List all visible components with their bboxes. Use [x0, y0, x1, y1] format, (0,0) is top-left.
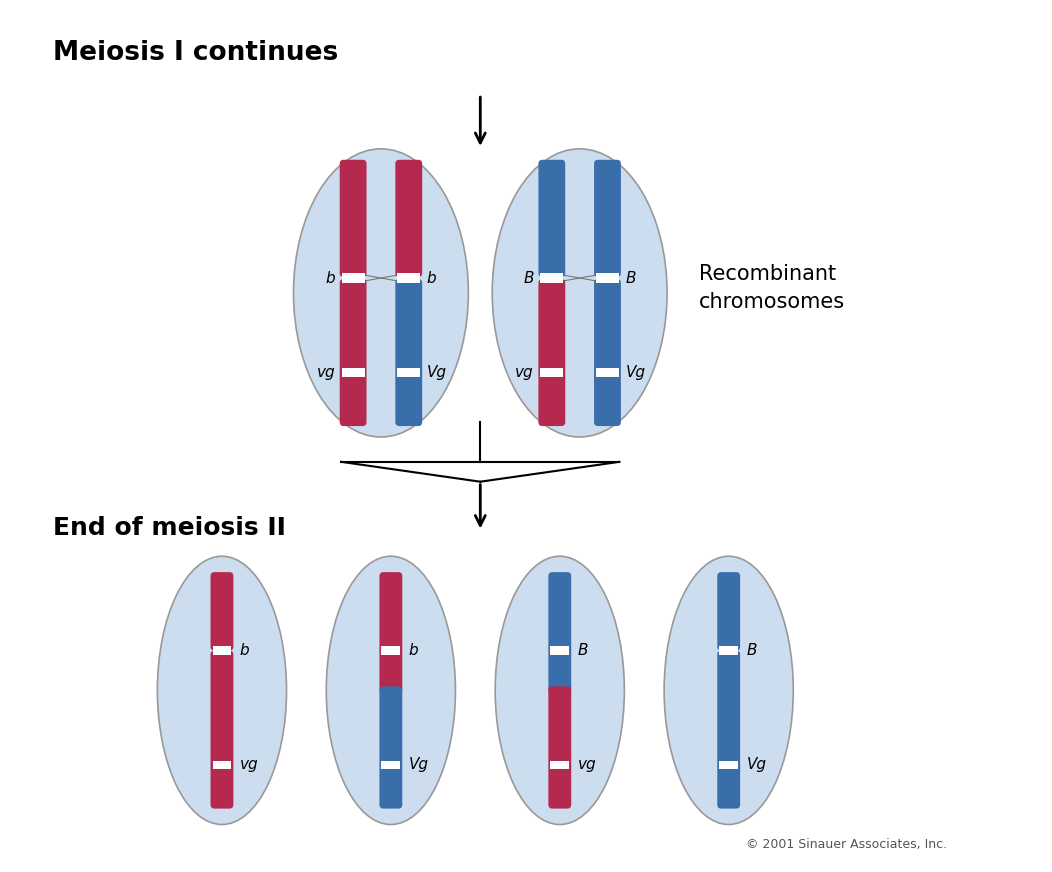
Text: B: B — [747, 644, 757, 658]
Text: Vg: Vg — [409, 758, 429, 773]
Bar — [550, 646, 569, 655]
Bar — [550, 761, 569, 769]
Bar — [720, 761, 739, 769]
FancyBboxPatch shape — [539, 160, 565, 277]
FancyBboxPatch shape — [539, 279, 565, 426]
FancyBboxPatch shape — [548, 572, 571, 694]
Text: B: B — [524, 270, 534, 285]
Ellipse shape — [664, 556, 793, 825]
FancyBboxPatch shape — [340, 160, 366, 277]
Text: vg: vg — [240, 758, 259, 773]
Text: Vg: Vg — [747, 758, 767, 773]
Bar — [382, 646, 401, 655]
Text: b: b — [427, 270, 437, 285]
FancyBboxPatch shape — [594, 160, 621, 277]
Bar — [382, 761, 401, 769]
Bar — [213, 646, 231, 655]
FancyBboxPatch shape — [594, 279, 621, 426]
FancyBboxPatch shape — [380, 686, 402, 808]
Text: b: b — [240, 644, 249, 658]
Bar — [398, 368, 420, 377]
FancyBboxPatch shape — [380, 572, 402, 694]
Text: vg: vg — [515, 364, 534, 380]
Ellipse shape — [158, 556, 286, 825]
Text: Meiosis I continues: Meiosis I continues — [53, 39, 339, 65]
Bar — [720, 646, 739, 655]
Text: B: B — [625, 270, 635, 285]
FancyBboxPatch shape — [717, 572, 741, 651]
FancyBboxPatch shape — [210, 651, 234, 808]
Text: vg: vg — [578, 758, 596, 773]
Bar — [541, 273, 563, 283]
FancyBboxPatch shape — [548, 686, 571, 808]
Ellipse shape — [492, 149, 667, 437]
Bar — [342, 273, 365, 283]
FancyBboxPatch shape — [396, 160, 422, 277]
Text: b: b — [409, 644, 419, 658]
Bar — [541, 368, 563, 377]
Bar — [342, 368, 365, 377]
Bar — [398, 273, 420, 283]
Text: © 2001 Sinauer Associates, Inc.: © 2001 Sinauer Associates, Inc. — [746, 838, 947, 851]
FancyBboxPatch shape — [717, 651, 741, 808]
Ellipse shape — [495, 556, 625, 825]
Bar — [596, 273, 619, 283]
FancyBboxPatch shape — [210, 572, 234, 651]
Text: vg: vg — [317, 364, 336, 380]
FancyBboxPatch shape — [396, 279, 422, 426]
Text: b: b — [326, 270, 336, 285]
Text: Recombinant
chromosomes: Recombinant chromosomes — [699, 264, 845, 312]
FancyBboxPatch shape — [340, 279, 366, 426]
Bar — [596, 368, 619, 377]
Text: Vg: Vg — [427, 364, 447, 380]
Bar — [213, 761, 231, 769]
Text: B: B — [578, 644, 588, 658]
Ellipse shape — [326, 556, 456, 825]
Text: End of meiosis II: End of meiosis II — [53, 516, 286, 541]
Text: Vg: Vg — [625, 364, 645, 380]
Ellipse shape — [294, 149, 468, 437]
